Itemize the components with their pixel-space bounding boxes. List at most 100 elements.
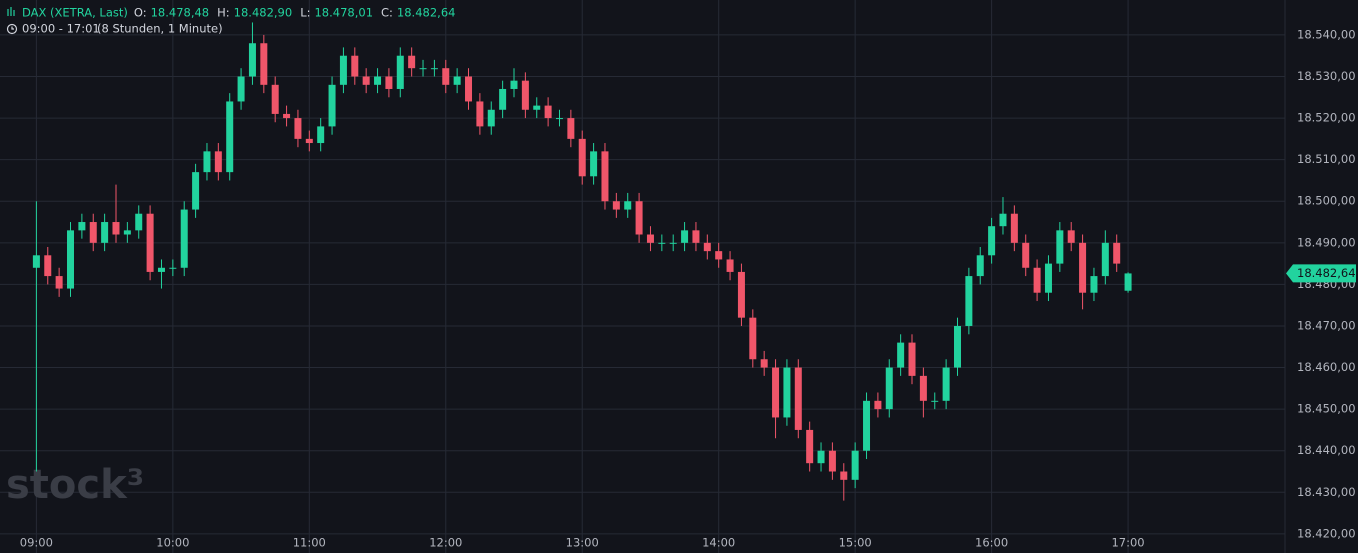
candle-body [192,172,200,210]
candle-body [271,84,279,114]
candle-body [669,242,677,244]
candle-body [635,201,643,235]
watermark: stock³ [6,462,144,508]
candle-body [612,201,620,210]
price-tag-label: 18.482,64 [1297,266,1356,280]
price-tag [1286,264,1356,283]
x-tick-label: 10:00 [156,536,189,550]
session: 09:00 - 17:01 [22,22,100,36]
candle-body [123,230,131,235]
x-tick-label: 17:00 [1111,536,1144,550]
candle-body [78,222,86,231]
candle-body [521,80,529,110]
candle-body [897,342,905,368]
x-tick-label: 14:00 [702,536,735,550]
candle-body [692,230,700,243]
candle-body [772,367,780,418]
candle-body [783,367,791,418]
y-tick-label: 18.530,00 [1297,69,1356,83]
candle-body [32,255,40,268]
candle-body [169,267,177,269]
candle-body [840,471,848,480]
candle-body [658,242,666,244]
y-tick-label: 18.490,00 [1297,235,1356,249]
candle-body [919,375,927,401]
candle-body [214,151,222,173]
candle-body [1090,276,1098,293]
legend-value: 18.478,48 [151,6,210,20]
candle-body [567,118,575,139]
candle-body [180,209,188,268]
candle-body [237,76,245,102]
x-tick-label: 16:00 [975,536,1008,550]
candle-body [1113,242,1121,264]
y-tick-label: 18.520,00 [1297,111,1356,125]
candle-body [590,151,598,177]
candle-body [408,55,416,69]
candle-body [419,68,427,70]
candle-body [1124,273,1132,291]
candle-body [283,113,291,119]
candle-body [578,138,586,177]
x-tick-label: 12:00 [429,536,462,550]
candle-body [442,68,450,85]
candle-body [487,109,495,127]
candle-body [715,251,723,260]
candle-body [794,367,802,430]
y-tick-label: 18.430,00 [1297,485,1356,499]
y-tick-label: 18.500,00 [1297,194,1356,208]
candle-body [828,450,836,472]
candle-body [1044,263,1052,293]
legend-label: O: [134,6,147,20]
candle-body [624,201,632,210]
candle-body [555,118,563,120]
candle-body [396,55,404,89]
candle-body [101,222,109,243]
candle-body [965,276,973,326]
candle-body [681,230,689,243]
candle-body [885,367,893,410]
candle-body [248,43,256,77]
candle-body [305,138,313,144]
candle-body [988,226,996,256]
x-tick-label: 11:00 [293,536,326,550]
candle-body [976,255,984,277]
candle-body [749,317,757,360]
candle-body [294,118,302,139]
candle-body [703,242,711,252]
candle-body [157,267,165,272]
clock-hands [11,26,14,30]
chart-title: DAX (XETRA, Last) [22,6,128,20]
candle-body [499,88,507,110]
y-tick-label: 18.540,00 [1297,27,1356,41]
candle-body [1101,242,1109,277]
candle-body [135,213,143,231]
y-tick-label: 18.420,00 [1297,526,1356,540]
candle-body [1010,213,1018,243]
y-tick-label: 18.440,00 [1297,443,1356,457]
y-tick-label: 18.470,00 [1297,318,1356,332]
y-tick-label: 18.510,00 [1297,152,1356,166]
candle-body [953,325,961,368]
candle-body [362,76,370,85]
candle-body [203,151,211,173]
candle-body [374,76,382,85]
candle-body [1079,242,1087,293]
candle-body [385,76,393,89]
candle-body [89,222,97,243]
candle-body [931,400,939,402]
legend-label: H: [217,6,230,20]
candle-body [328,84,336,127]
candle-body [817,450,825,464]
candle-body [533,105,541,110]
legend-value: 18.482,90 [234,6,293,20]
candles [32,22,1132,501]
candle-body [544,105,552,119]
candle-body [465,76,473,102]
session-note: (8 Stunden, 1 Minute) [97,22,223,36]
legend-value: 18.478,01 [314,6,373,20]
candle-body [112,222,120,235]
x-tick-label: 13:00 [566,536,599,550]
